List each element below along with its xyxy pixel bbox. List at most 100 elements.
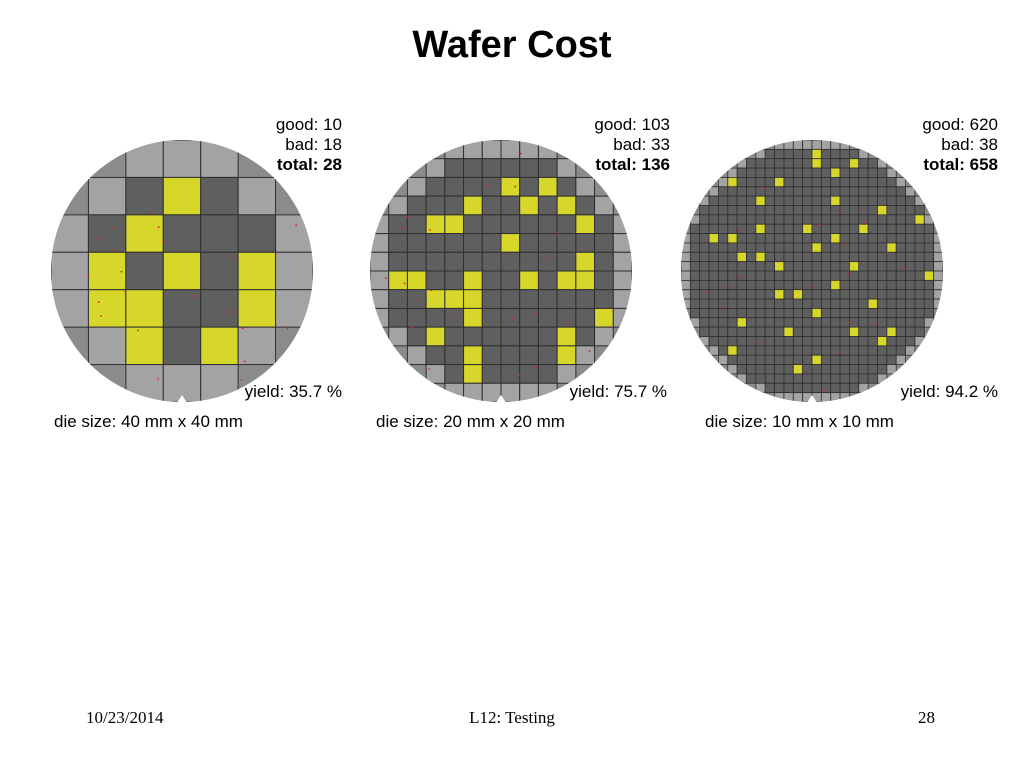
bad-die: [839, 158, 850, 169]
defect-dot: [874, 322, 876, 325]
bad-die: [867, 186, 878, 197]
bad-die: [858, 195, 869, 206]
bad-die: [699, 214, 710, 225]
bad-die: [820, 195, 832, 206]
bad-die: [830, 364, 841, 375]
bad-die: [895, 289, 906, 300]
good-die: [830, 233, 841, 244]
bad-die: [895, 270, 906, 281]
bad-die: [388, 251, 408, 272]
good-die: [519, 195, 539, 216]
defect-dot: [901, 268, 904, 270]
bad-die: [905, 326, 916, 337]
edge-die: [830, 140, 841, 150]
good-die: [463, 364, 483, 384]
bad-die: [914, 251, 925, 263]
bad-die: [481, 345, 502, 366]
bad-die: [388, 233, 408, 253]
edge-die: [699, 336, 710, 347]
bad-die: [877, 279, 888, 291]
good-die: [556, 270, 577, 291]
bad-die: [839, 261, 850, 272]
edge-die: [388, 195, 408, 216]
edge-die: [783, 392, 794, 402]
bad-die: [764, 223, 775, 234]
bad-die: [811, 186, 822, 197]
bad-die: [746, 308, 757, 319]
bad-die: [755, 289, 766, 300]
bad-die: [746, 158, 757, 169]
bad-die: [764, 289, 775, 300]
bad-die: [792, 148, 804, 160]
good-die: [125, 326, 164, 366]
bad-die: [839, 233, 850, 244]
bad-die: [575, 195, 596, 216]
bad-die: [500, 251, 521, 272]
bad-die: [849, 354, 860, 365]
bad-die: [886, 336, 897, 347]
bad-die: [830, 308, 841, 319]
edge-die: [500, 382, 521, 402]
bad-die: [736, 177, 747, 188]
bad-die: [125, 251, 164, 291]
bad-die: [867, 223, 878, 234]
bad-die: [811, 214, 822, 225]
bad-die: [802, 158, 813, 169]
bad-die: [689, 298, 701, 309]
bad-die: [200, 251, 239, 291]
good-die: [774, 289, 785, 300]
bad-die: [727, 195, 738, 206]
bad-die: [406, 307, 427, 328]
bad-die: [895, 242, 906, 253]
bad-die: [820, 317, 832, 328]
bad-die: [727, 289, 738, 300]
bad-die: [895, 233, 906, 244]
bad-die: [802, 205, 813, 216]
bad-die: [718, 223, 729, 234]
bad-die: [708, 336, 719, 347]
defect-dot: [514, 185, 517, 188]
bad-die: [699, 242, 710, 253]
bad-die: [783, 317, 794, 328]
good-die: [463, 307, 483, 328]
bad-die: [406, 289, 427, 309]
edge-die: [792, 140, 804, 150]
bad-die: [444, 307, 465, 328]
total-count: total: 28: [277, 155, 342, 174]
bad-die: [877, 223, 888, 234]
bad-die: [444, 195, 465, 216]
good-count: good: 620: [922, 115, 998, 134]
bad-die: [500, 195, 521, 216]
bad-die: [820, 223, 832, 234]
bad-die: [746, 177, 757, 188]
edge-die: [681, 233, 691, 244]
bad-die: [923, 223, 935, 234]
edge-die: [877, 158, 888, 169]
edge-die: [811, 140, 822, 150]
bad-die: [895, 336, 906, 347]
bad-die: [811, 177, 822, 188]
good-die: [736, 317, 747, 328]
bad-die: [849, 364, 860, 375]
edge-die: [933, 289, 943, 300]
edge-die: [237, 326, 277, 366]
defect-dot: [87, 275, 90, 278]
bad-die: [200, 176, 239, 216]
wafer-map-10mm: good: 620 bad: 38 total: 658 yield: 94.2…: [681, 115, 998, 431]
bad-die: [820, 148, 832, 160]
bad-die: [755, 158, 766, 169]
bad-die: [699, 289, 710, 300]
bad-die: [727, 242, 738, 253]
bad-die: [519, 251, 539, 272]
bad-die: [388, 307, 408, 328]
bad-die: [886, 289, 897, 300]
bad-die: [718, 289, 729, 300]
good-die: [575, 251, 596, 272]
bad-die: [556, 289, 577, 309]
bad-die: [755, 373, 766, 384]
bad-die: [425, 195, 446, 216]
bad-die: [914, 261, 925, 272]
bad-die: [764, 261, 775, 272]
bad-die: [792, 354, 804, 365]
defect-dot: [754, 341, 757, 344]
